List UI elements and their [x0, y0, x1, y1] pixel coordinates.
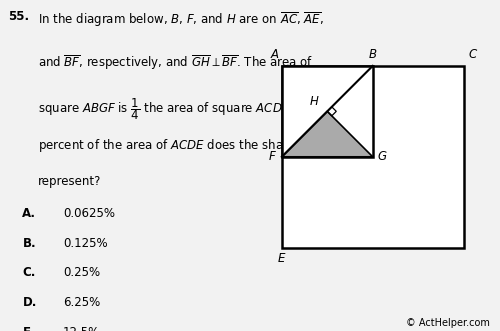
Polygon shape — [282, 66, 372, 157]
Text: $B$: $B$ — [368, 48, 378, 61]
Text: $E$: $E$ — [277, 252, 286, 265]
Text: $G$: $G$ — [378, 150, 388, 163]
Text: 0.25%: 0.25% — [63, 266, 100, 279]
Text: B.: B. — [22, 237, 36, 250]
Text: In the diagram below, $B$, $F$, and $H$ are on $\overline{AC}$, $\overline{AE}$,: In the diagram below, $B$, $F$, and $H$ … — [38, 10, 324, 29]
Text: and $\overline{BF}$, respectively, and $\overline{GH} \perp \overline{BF}$. The : and $\overline{BF}$, respectively, and $… — [38, 53, 314, 72]
Text: $F$: $F$ — [268, 150, 278, 163]
Text: $C$: $C$ — [468, 48, 478, 61]
Text: $H$: $H$ — [310, 95, 320, 108]
Text: 55.: 55. — [8, 10, 29, 23]
Text: square $ABGF$ is $\dfrac{1}{4}$ the area of square $ACDE$. What: square $ABGF$ is $\dfrac{1}{4}$ the area… — [38, 96, 329, 122]
Text: E.: E. — [22, 326, 35, 331]
Text: percent of the area of $ACDE$ does the shaded portion: percent of the area of $ACDE$ does the s… — [38, 137, 352, 154]
Text: 0.0625%: 0.0625% — [63, 207, 115, 220]
Text: represent?: represent? — [38, 175, 102, 188]
Polygon shape — [282, 66, 464, 248]
Text: D.: D. — [22, 296, 37, 309]
Text: 12.5%: 12.5% — [63, 326, 100, 331]
Text: © ActHelper.com: © ActHelper.com — [406, 318, 490, 328]
Text: 0.125%: 0.125% — [63, 237, 108, 250]
Text: C.: C. — [22, 266, 36, 279]
Text: A.: A. — [22, 207, 36, 220]
Polygon shape — [282, 111, 372, 157]
Text: $A$: $A$ — [270, 48, 280, 61]
Text: 6.25%: 6.25% — [63, 296, 100, 309]
